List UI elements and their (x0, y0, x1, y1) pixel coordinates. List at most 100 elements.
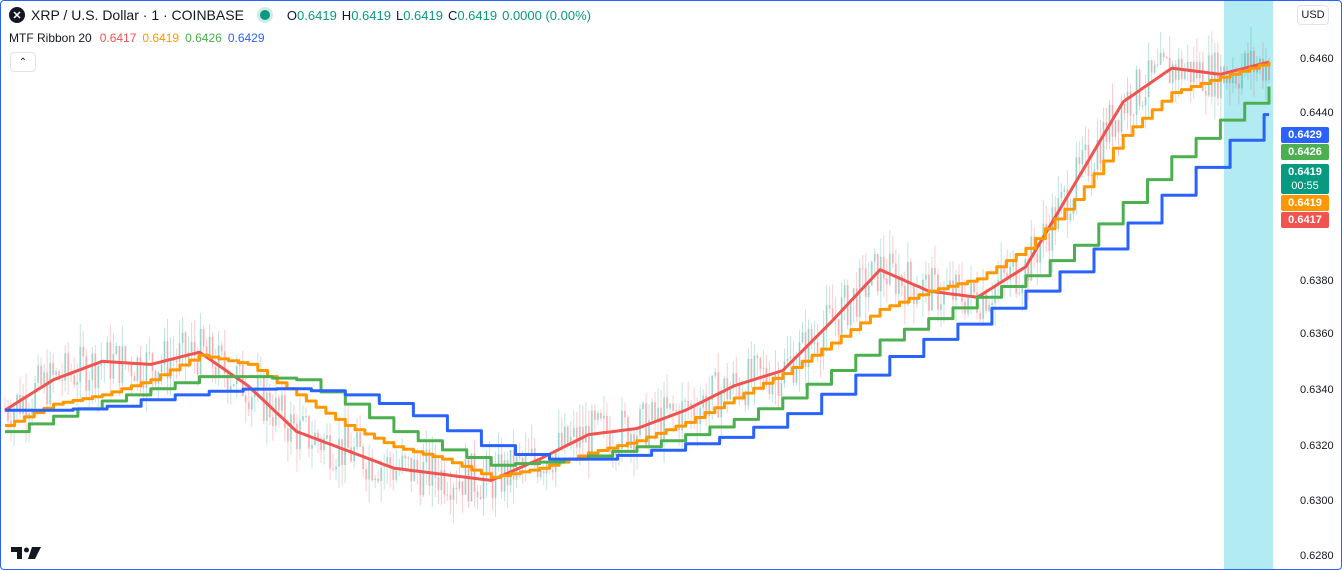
candle-body (226, 373, 229, 392)
candle-body (639, 409, 642, 436)
candle-body (988, 304, 991, 311)
candle-body (759, 358, 762, 370)
candle-body (720, 393, 723, 418)
market-open-status-icon[interactable] (259, 10, 270, 20)
candle-body (723, 378, 726, 394)
candle-body (1249, 51, 1252, 71)
candle-body (193, 341, 196, 357)
candle-body (696, 416, 699, 424)
candle-body (584, 425, 587, 443)
candle-body (867, 285, 870, 298)
candle-body (648, 420, 651, 447)
candle-body (1036, 253, 1039, 263)
candle-body (1147, 60, 1150, 98)
indicator-name[interactable]: MTF Ribbon 20 (9, 31, 92, 45)
candle-body (973, 280, 976, 293)
candle-body (326, 435, 329, 439)
candle-body (298, 420, 301, 450)
candle-body (729, 388, 732, 400)
price-tick: 0.6280 (1300, 550, 1334, 562)
candle-body (678, 410, 681, 431)
candle-body (112, 354, 115, 379)
indicator-value-blue: 0.6429 (227, 31, 265, 45)
candle-body (425, 449, 428, 463)
candle-body (449, 494, 452, 500)
price-label-green: 0.6426 (1281, 144, 1329, 160)
price-label-red: 0.6417 (1281, 212, 1329, 228)
candle-body (888, 253, 891, 285)
price-tick: 0.6440 (1300, 107, 1334, 119)
candle-body (374, 478, 377, 481)
candle-body (79, 346, 82, 382)
candle-body (1123, 103, 1126, 114)
candle-body (133, 376, 136, 382)
candle-body (882, 256, 885, 279)
candle-body (1261, 58, 1264, 81)
ma-line-blue[interactable] (5, 113, 1269, 461)
collapse-legend-button[interactable]: ⌃ (10, 52, 36, 72)
candle-body (885, 278, 888, 285)
price-axis[interactable]: 0.6460 0.6440 0.6380 0.6360 0.6340 0.632… (1300, 53, 1334, 562)
indicator-legend[interactable]: MTF Ribbon 20 0.6417 0.6419 0.6426 0.642… (9, 30, 271, 46)
candle-body (497, 454, 500, 466)
candle-body (55, 371, 58, 375)
low-value: 0.6419 (403, 7, 443, 23)
price-label-orange: 0.6419 (1281, 195, 1329, 211)
candle-body (479, 497, 482, 500)
candle-body (178, 343, 181, 363)
candle-body (335, 466, 338, 470)
candle-body (1006, 273, 1009, 281)
candle-body (524, 453, 527, 464)
candle-body (1207, 55, 1210, 96)
candle-body (1000, 266, 1003, 280)
candle-body (1060, 191, 1063, 199)
candle-body (1081, 150, 1084, 164)
candle-body (455, 488, 458, 490)
candle-body (482, 476, 485, 500)
tradingview-logo[interactable] (11, 545, 43, 561)
candle-body (590, 410, 593, 455)
candle-body (705, 395, 708, 416)
currency-button[interactable]: USD (1297, 5, 1329, 25)
candle-body (608, 433, 611, 452)
symbol-title[interactable]: XRP / U.S. Dollar · 1 · COINBASE (31, 7, 244, 23)
ma-line-orange[interactable] (5, 62, 1271, 479)
ma-line-red[interactable] (4, 60, 1270, 482)
candle-body (356, 432, 359, 447)
candle-body (741, 395, 744, 398)
close-label: C (447, 7, 458, 23)
candle-body (626, 417, 629, 449)
candle-body (651, 402, 654, 421)
candle-body (145, 352, 148, 388)
candle-body (70, 374, 73, 376)
candle-body (61, 379, 64, 381)
candle-body (85, 356, 88, 391)
price-tick: 0.6340 (1300, 384, 1334, 396)
candle-body (1153, 64, 1156, 73)
candle-body (1219, 66, 1222, 99)
candle-body (777, 372, 780, 396)
candle-body (593, 410, 596, 420)
candle-body (1117, 120, 1120, 133)
candle-body (1201, 62, 1204, 91)
ma-line-green[interactable] (5, 86, 1271, 467)
price-tick: 0.6380 (1300, 275, 1334, 287)
candle-body (181, 332, 184, 344)
candle-body (1039, 243, 1042, 263)
candle-body (419, 471, 422, 496)
candle-body (816, 342, 819, 354)
candle-body (873, 254, 876, 262)
candle-body (404, 455, 407, 459)
candle-body (903, 285, 906, 305)
candle-body (539, 471, 542, 478)
candle-body (961, 282, 964, 302)
candle-body (310, 444, 313, 449)
candle-body (1093, 169, 1096, 175)
symbol-legend[interactable]: ✕ XRP / U.S. Dollar · 1 · COINBASE O 0.64… (9, 6, 591, 24)
candle-body (58, 371, 61, 380)
candle-body (542, 471, 545, 474)
high-value: 0.6419 (351, 7, 391, 23)
candle-body (491, 472, 494, 498)
candle-body (1240, 68, 1243, 89)
